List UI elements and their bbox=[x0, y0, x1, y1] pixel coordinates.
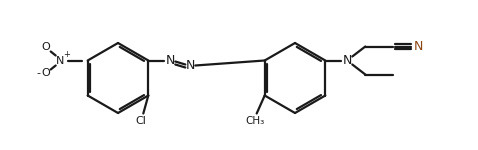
Text: -: - bbox=[37, 69, 41, 78]
Text: O: O bbox=[41, 42, 50, 52]
Text: N: N bbox=[185, 59, 195, 72]
Text: CH₃: CH₃ bbox=[245, 116, 264, 126]
Text: N: N bbox=[55, 56, 64, 66]
Text: O: O bbox=[41, 69, 50, 78]
Text: N: N bbox=[343, 54, 352, 67]
Text: N: N bbox=[413, 40, 423, 53]
Text: +: + bbox=[63, 50, 70, 59]
Text: N: N bbox=[165, 54, 175, 67]
Text: Cl: Cl bbox=[136, 117, 147, 126]
